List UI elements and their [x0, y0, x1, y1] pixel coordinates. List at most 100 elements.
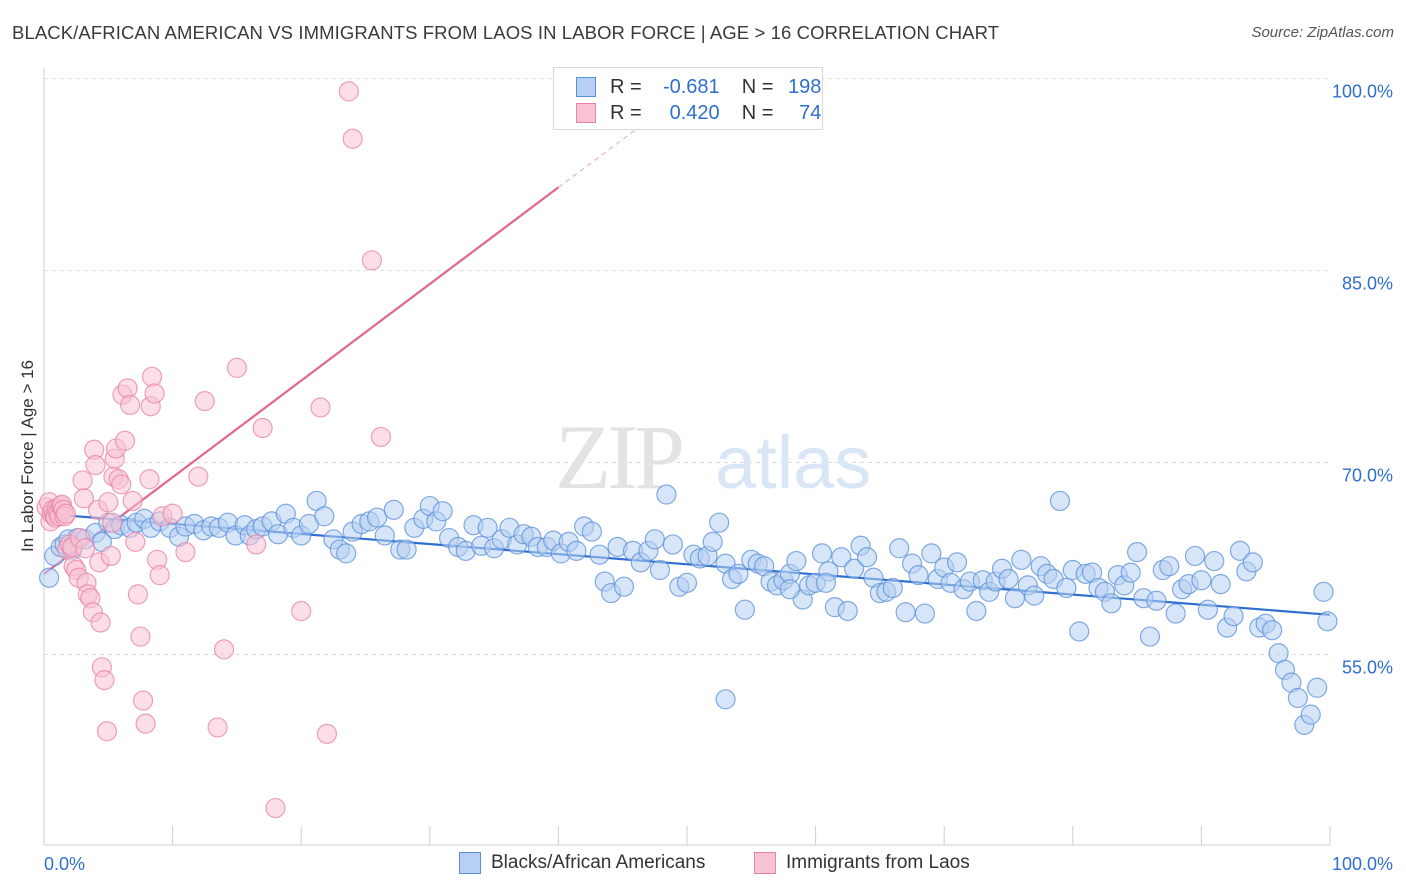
data-point [844, 558, 865, 579]
data-point [1004, 588, 1026, 609]
data-point [921, 543, 942, 564]
data-point [149, 565, 170, 586]
data-point [98, 492, 119, 513]
watermark: ZIP atlas [555, 406, 871, 508]
data-point [662, 534, 683, 555]
data-point [366, 507, 388, 528]
data-point [966, 600, 987, 622]
data-point [889, 538, 910, 559]
data-point [998, 568, 1019, 590]
data-point [676, 572, 698, 593]
data-point [175, 542, 196, 563]
data-point [100, 545, 121, 567]
data-point [1139, 626, 1161, 647]
data-point [613, 576, 635, 597]
data-point [314, 506, 335, 527]
trend-line-laos-extension [558, 129, 636, 188]
data-point [383, 499, 404, 520]
data-point [1223, 606, 1244, 627]
legend-item-laos[interactable]: Immigrants from Laos [754, 852, 970, 874]
data-point [132, 690, 154, 711]
n-value: 74 [799, 101, 822, 124]
data-point [1307, 677, 1328, 698]
data-point [1313, 581, 1334, 602]
data-point [1101, 593, 1122, 614]
data-point [75, 538, 96, 559]
data-point [1204, 550, 1225, 572]
n-label: N = [741, 75, 774, 98]
data-point [39, 567, 60, 588]
data-point [144, 383, 165, 404]
data-point [566, 540, 587, 561]
data-point [127, 584, 148, 605]
data-point [338, 81, 359, 102]
y-tick-label: 85.0% [1342, 274, 1393, 294]
data-point [837, 600, 858, 622]
data-point [396, 539, 417, 560]
data-point [1191, 570, 1212, 591]
data-point [856, 547, 878, 568]
r-label: R = [610, 75, 642, 98]
data-point [1049, 490, 1071, 512]
data-point [111, 474, 132, 495]
data-point [188, 466, 209, 487]
data-point [55, 503, 76, 524]
data-point [1056, 577, 1077, 599]
data-point [316, 723, 338, 744]
n-value: 198 [788, 75, 822, 98]
data-point [246, 534, 267, 555]
data-point [374, 525, 395, 546]
data-point [734, 599, 755, 620]
legend-item-blacks[interactable]: Blacks/African Americans [459, 852, 705, 874]
data-point [194, 391, 215, 412]
data-point [1300, 704, 1321, 725]
data-point [1262, 620, 1283, 641]
data-point [117, 378, 138, 399]
stats-row-laos: R = 0.420 N = 74 [576, 100, 821, 126]
data-point [102, 512, 123, 533]
y-axis-label: In Labor Force | Age > 16 [18, 359, 37, 553]
y-tick-label: 70.0% [1342, 466, 1393, 486]
data-point [914, 603, 936, 624]
data-point [1197, 599, 1218, 620]
data-point [125, 531, 146, 552]
x-tick-label: 100.0% [1332, 854, 1393, 874]
data-point [702, 531, 723, 552]
legend-label: Immigrants from Laos [786, 852, 970, 873]
chart-title: BLACK/AFRICAN AMERICAN VS IMMIGRANTS FRO… [12, 22, 1000, 43]
data-points [36, 81, 1338, 819]
watermark-atlas: atlas [715, 421, 871, 504]
data-point [811, 543, 833, 564]
stats-box: R = -0.681 N = 198 R = 0.420 N = 74 [553, 67, 823, 130]
r-value: 0.420 [669, 101, 720, 124]
data-point [213, 639, 235, 660]
data-point [715, 689, 736, 710]
stats-swatch-pink [576, 103, 596, 123]
data-point [73, 488, 94, 509]
data-point [207, 717, 228, 738]
data-point [1287, 687, 1308, 709]
tick-labels: 55.0% 70.0% 85.0% 100.0% 0.0% 100.0% [44, 82, 1393, 874]
data-point [122, 490, 143, 512]
data-point [120, 394, 141, 416]
data-point [831, 547, 852, 568]
data-point [336, 543, 357, 564]
data-point [786, 550, 807, 572]
data-point [589, 544, 610, 565]
data-point [162, 503, 183, 524]
series-laos [36, 81, 392, 819]
data-point [291, 600, 312, 622]
chart-source: Source: ZipAtlas.com [1251, 24, 1394, 41]
data-point [135, 713, 156, 734]
data-point [1159, 556, 1180, 577]
data-point [649, 559, 671, 581]
data-point [252, 417, 273, 439]
data-point [882, 577, 903, 599]
n-label: N = [741, 101, 774, 124]
data-point [815, 572, 836, 593]
stats-row-blacks: R = -0.681 N = 198 [576, 74, 821, 100]
data-point [1126, 542, 1148, 563]
r-label: R = [610, 101, 642, 124]
data-point [139, 469, 160, 490]
